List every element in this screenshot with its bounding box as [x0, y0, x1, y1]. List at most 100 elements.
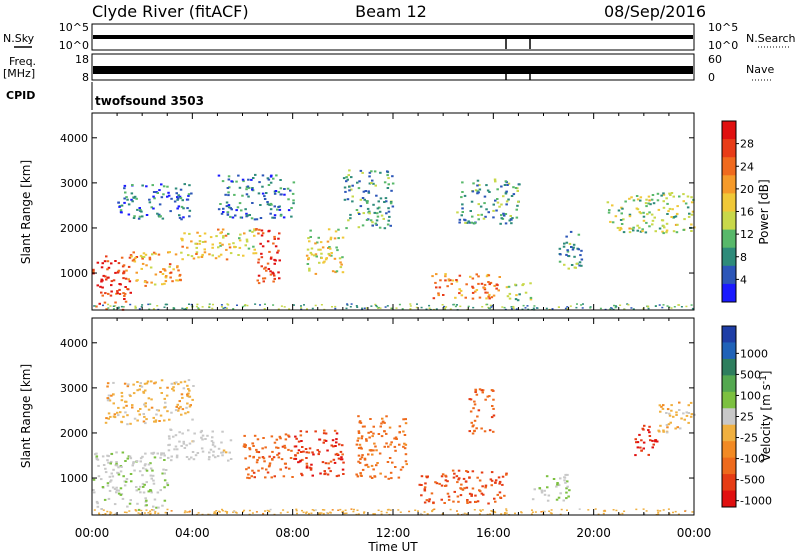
data-cell [380, 422, 383, 425]
data-cell [167, 251, 170, 254]
data-cell [211, 246, 214, 249]
data-cell [190, 456, 193, 459]
data-cell [147, 463, 151, 466]
data-cell [305, 465, 309, 468]
ground-cell [264, 510, 266, 512]
data-cell [188, 442, 192, 445]
ground-cell [543, 510, 546, 513]
data-cell [150, 206, 153, 209]
ground-cell [310, 512, 313, 514]
ground-cell [321, 509, 324, 511]
data-cell [473, 430, 476, 433]
data-cell [147, 397, 151, 400]
data-cell [391, 175, 394, 178]
data-cell [126, 414, 129, 417]
data-cell [628, 231, 632, 234]
data-cell [247, 247, 251, 250]
x-tick-label: 12:00 [376, 526, 411, 540]
data-cell [310, 463, 313, 466]
data-cell [175, 279, 178, 282]
data-cell [128, 280, 132, 283]
data-cell [435, 286, 438, 289]
data-cell [665, 222, 669, 225]
data-cell [115, 462, 118, 465]
data-cell [115, 464, 119, 467]
data-cell [273, 192, 277, 195]
data-cell [323, 470, 326, 473]
data-cell [187, 193, 191, 196]
data-cell [374, 222, 378, 225]
colorbar-swatch [722, 490, 736, 508]
data-cell [269, 208, 273, 211]
data-cell [666, 426, 669, 429]
data-cell [518, 183, 521, 186]
data-cell [180, 445, 183, 447]
data-cell [503, 494, 506, 497]
data-cell [217, 255, 221, 258]
ground-cell [346, 303, 349, 305]
data-cell [321, 246, 325, 249]
data-cell [104, 292, 107, 295]
ground-cell [685, 305, 688, 308]
data-cell [227, 194, 230, 197]
data-cell [127, 383, 130, 386]
data-cell [262, 277, 265, 280]
data-cell [186, 246, 189, 249]
data-cell [257, 261, 260, 264]
data-cell [522, 283, 525, 286]
data-cell [477, 203, 480, 206]
data-cell [142, 390, 145, 393]
ground-cell [490, 510, 493, 512]
data-cell [463, 194, 467, 197]
data-cell [149, 474, 153, 477]
data-cell [452, 500, 455, 503]
ground-cell [613, 304, 615, 307]
data-cell [123, 382, 127, 385]
data-cell [170, 411, 173, 414]
data-cell [372, 449, 375, 452]
ground-cell [225, 307, 228, 309]
data-cell [447, 495, 451, 498]
data-cell [180, 393, 184, 396]
data-cell [661, 407, 665, 410]
ground-cell [226, 511, 229, 513]
data-cell [257, 258, 261, 261]
data-cell [110, 284, 113, 287]
data-cell [469, 275, 472, 278]
data-cell [514, 187, 518, 189]
data-cell [690, 230, 693, 232]
ground-cell [493, 510, 496, 513]
data-cell [680, 417, 683, 420]
data-cell [253, 476, 256, 479]
data-cell [687, 215, 691, 218]
data-cell [142, 467, 145, 470]
data-cell [175, 405, 178, 408]
data-cell [292, 202, 295, 205]
data-cell [284, 433, 288, 436]
data-cell [676, 426, 679, 429]
data-cell [119, 487, 123, 490]
data-cell [260, 234, 264, 237]
data-cell [305, 430, 308, 433]
data-cell [115, 451, 118, 454]
nsky-tick-bottom: 10^0 [59, 39, 89, 52]
data-cell [152, 191, 156, 193]
data-cell [275, 174, 278, 177]
data-cell [403, 434, 407, 436]
data-cell [651, 194, 655, 196]
data-cell [361, 224, 365, 227]
data-cell [206, 434, 209, 437]
ground-cell [282, 509, 285, 511]
data-cell [648, 225, 651, 228]
ground-cell [109, 305, 112, 307]
data-cell [665, 412, 668, 414]
data-cell [276, 251, 279, 254]
data-cell [348, 185, 351, 188]
ground-cell [390, 307, 393, 310]
data-cell [118, 293, 122, 295]
data-cell [212, 450, 215, 453]
ground-cell [134, 509, 137, 511]
data-cell [430, 492, 434, 495]
data-cell [218, 242, 222, 245]
data-cell [106, 385, 109, 388]
